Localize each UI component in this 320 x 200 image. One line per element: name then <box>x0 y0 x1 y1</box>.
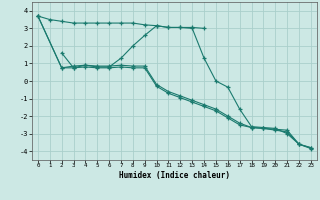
X-axis label: Humidex (Indice chaleur): Humidex (Indice chaleur) <box>119 171 230 180</box>
